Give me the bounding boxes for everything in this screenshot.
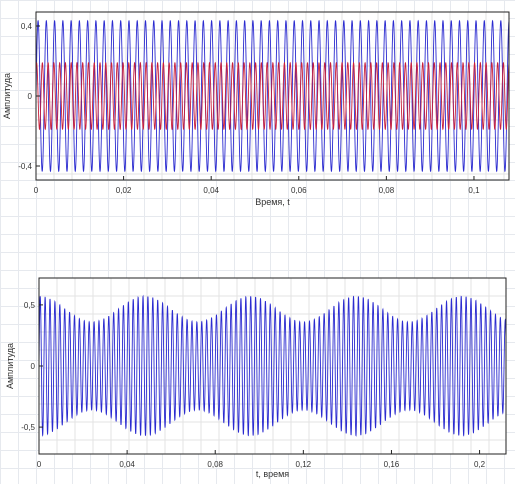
y-tick-label: 0,5 [24,301,36,310]
series-line-0 [38,294,507,437]
x-axis-label: t, время [256,469,289,479]
series-line-0 [35,19,510,173]
x-tick-label: 0,12 [296,460,312,469]
series-line-1 [35,61,510,131]
x-tick-label: 0,04 [203,186,219,195]
y-tick-label: 0 [31,362,36,371]
x-tick-label: 0,04 [119,460,135,469]
y-tick-label: -0,5 [21,423,35,432]
x-tick-label: 0,16 [384,460,400,469]
x-tick-label: 0 [37,460,42,469]
x-tick-label: 0,08 [207,460,223,469]
y-tick-label: 0,4 [21,22,33,31]
x-axis-label: Время, t [255,197,290,207]
x-tick-label: 0,02 [116,186,132,195]
y-axis-label: Амплитуда [2,73,12,119]
y-tick-label: -0,4 [18,162,32,171]
x-tick-label: 0,08 [379,186,395,195]
x-tick-label: 0,2 [474,460,486,469]
x-tick-label: 0,06 [291,186,307,195]
chart-bottom: 0 0,04 0,08 0,12 0,16 0,2 0,5 0 -0,5 t, время Ампл… [5,277,507,479]
x-tick-label: 0 [34,186,39,195]
x-tick-label: 0,1 [468,186,480,195]
chart-top: 0 0,02 0,04 0,06 0,08 0,1 0,4 0 -0,4 Время, t Ампл… [2,11,510,207]
y-tick-label: 0 [28,92,33,101]
y-axis-label: Амплитуда [5,343,15,389]
